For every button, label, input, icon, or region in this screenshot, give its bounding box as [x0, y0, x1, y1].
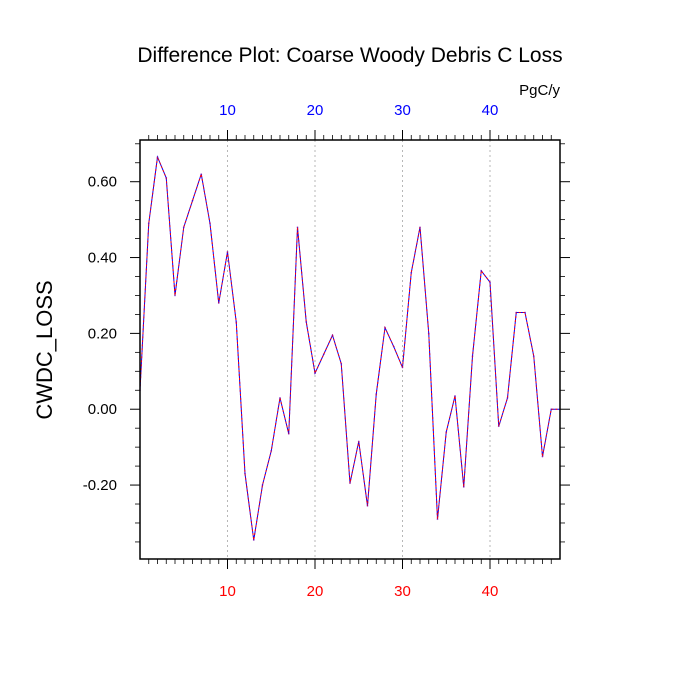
data-point: [532, 355, 535, 358]
data-point: [392, 345, 395, 348]
data-point: [322, 353, 325, 356]
data-point: [349, 482, 351, 485]
data-point: [314, 372, 316, 375]
data-point: [174, 294, 176, 297]
data-point: [217, 302, 220, 304]
data-point: [480, 269, 483, 272]
gridlines: [227, 140, 491, 559]
data-point: [270, 450, 273, 452]
data-point: [182, 226, 185, 229]
data-point: [524, 311, 526, 314]
data-point: [147, 222, 150, 225]
units-label: PgC/y: [519, 82, 560, 99]
data-point: [419, 226, 421, 229]
data-point: [156, 156, 159, 158]
data-point: [261, 484, 264, 486]
data-point: [252, 539, 255, 541]
data-point: [200, 173, 203, 176]
data-point: [191, 199, 194, 202]
data-point: [287, 432, 290, 435]
data-point: [384, 326, 386, 329]
data-point: [436, 518, 439, 521]
data-point: [515, 311, 518, 314]
data-point: [305, 321, 308, 323]
data-point: [427, 332, 430, 335]
data-point: [541, 455, 544, 458]
tick-labels-group: 10 10 20 20 30 30 40 40 -0.20 0.00 0.20 0.40 0.60: [83, 102, 499, 600]
data-point: [445, 431, 448, 433]
data-point: [331, 334, 334, 337]
data-point: [165, 177, 168, 179]
data-point: [462, 486, 465, 488]
data-point: [209, 222, 211, 225]
data-point: [279, 396, 281, 399]
data-point: [506, 396, 509, 399]
data-point: [375, 393, 378, 395]
data-point: [226, 250, 229, 253]
data-point: [244, 472, 246, 475]
x-tick-label-bottom: 40: [482, 583, 499, 600]
plot-frame: [139, 139, 561, 560]
data-point: [471, 355, 474, 358]
x-tick-label-top: 20: [307, 102, 324, 119]
x-tick-label-bottom: 30: [394, 583, 411, 600]
data-point: [340, 362, 343, 365]
data-point: [550, 408, 553, 411]
data-point: [401, 366, 404, 369]
x-tick-label-top: 40: [482, 102, 499, 119]
y-axis-label: CWDC_LOSS: [32, 280, 57, 419]
y-tick-label: 0.20: [88, 325, 117, 342]
y-tick-label: 0.60: [88, 174, 117, 191]
x-tick-label-top: 10: [219, 102, 236, 119]
data-point: [410, 271, 413, 274]
data-point: [235, 321, 238, 323]
y-tick-label: 0.40: [88, 250, 117, 267]
ticks-group: [130, 130, 570, 569]
data-point: [489, 281, 491, 284]
x-tick-label-bottom: 10: [219, 583, 236, 600]
data-point: [366, 505, 369, 507]
data-point: [357, 440, 360, 443]
x-tick-label-top: 30: [394, 102, 411, 119]
data-point: [296, 226, 299, 229]
y-tick-label: 0.00: [88, 401, 117, 418]
chart-title: Difference Plot: Coarse Woody Debris C L…: [137, 44, 562, 67]
series-group: [139, 155, 561, 541]
data-point: [454, 395, 456, 397]
data-point: [497, 425, 500, 428]
y-tick-label: -0.20: [83, 477, 117, 494]
x-tick-label-bottom: 20: [307, 583, 324, 600]
